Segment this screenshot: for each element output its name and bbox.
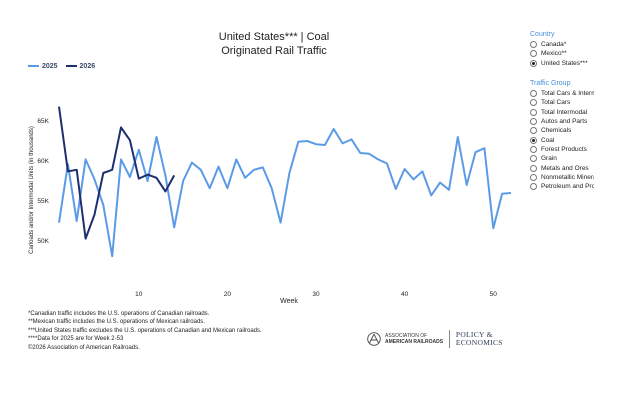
- traffic-group-option-label: Total Cars: [541, 99, 571, 107]
- pe-logo-line1: POLICY &: [455, 330, 493, 339]
- country-radio[interactable]: [530, 50, 537, 58]
- chart-title: United States*** | Coal: [218, 31, 330, 43]
- traffic-group-option-label: Nonmetallic Minerals: [541, 173, 594, 181]
- traffic-group-radio[interactable]: [530, 136, 537, 144]
- traffic-group-radio[interactable]: [530, 90, 537, 98]
- aar-logo: ASSOCIATION OF AMERICAN RAILROADS: [366, 332, 443, 346]
- aar-emblem-icon: [367, 332, 381, 346]
- traffic-group-radio[interactable]: [530, 99, 537, 107]
- traffic-group-radio[interactable]: [530, 108, 537, 116]
- traffic-group-option-label: Petroleum and Products: [541, 183, 594, 191]
- footnote-data-weeks: ****Data for 2025 are for Week 2-53: [28, 336, 124, 343]
- aar-logo-line1: ASSOCIATION OF: [385, 333, 428, 339]
- country-option-label: Mexico**: [541, 50, 567, 58]
- y-tick-label: 55K: [37, 198, 49, 205]
- country-option-label: Canada*: [541, 41, 567, 49]
- traffic-group-option[interactable]: Total Cars: [530, 98, 594, 107]
- traffic-group-option-label: Autos and Parts: [541, 118, 588, 126]
- policy-economics-logo: POLICY & ECONOMICS: [456, 331, 503, 347]
- country-filter-header: Country: [530, 31, 555, 38]
- traffic-group-option-label: Chemicals: [541, 127, 572, 135]
- footnotes: *Canadian traffic includes the U.S. oper…: [28, 310, 262, 352]
- country-radio[interactable]: [530, 41, 537, 49]
- chart-title-block: United States*** | Coal Originated Rail …: [0, 30, 548, 58]
- traffic-group-radio[interactable]: [530, 164, 537, 172]
- series-lines: [58, 106, 512, 258]
- traffic-group-option[interactable]: Metals and Ores: [530, 163, 594, 172]
- legend-swatch-2026: [65, 65, 77, 67]
- country-radio[interactable]: [530, 59, 537, 67]
- country-option-label: United States***: [541, 59, 588, 67]
- logo-divider: [449, 330, 450, 348]
- pe-logo-line2: ECONOMICS: [455, 338, 503, 347]
- traffic-group-option-label: Forest Products: [541, 145, 587, 153]
- series-line-2025[interactable]: [58, 128, 512, 258]
- y-axis-label: Carloads and/or Intermodal Units (in tho…: [29, 126, 35, 254]
- y-axis-ticks: 50K 55K 60K 65K: [37, 118, 49, 245]
- aar-logo-line2: AMERICAN RAILROADS: [385, 339, 444, 345]
- y-tick-label: 60K: [37, 158, 49, 165]
- traffic-group-radio[interactable]: [530, 183, 537, 191]
- traffic-group-option[interactable]: Total Cars & Intermodal: [530, 89, 594, 98]
- traffic-group-option-label: Grain: [541, 155, 557, 163]
- traffic-group-option[interactable]: Petroleum and Products: [530, 182, 594, 191]
- traffic-group-radio[interactable]: [530, 173, 537, 181]
- traffic-group-option[interactable]: Total Intermodal: [530, 108, 594, 117]
- country-filter: Country Canada* Mexico** United States***: [530, 31, 594, 68]
- footnote-mexico: **Mexican traffic includes the U.S. oper…: [28, 319, 205, 326]
- y-tick-label: 65K: [37, 118, 49, 125]
- footnote-canada: *Canadian traffic includes the U.S. oper…: [28, 311, 210, 317]
- legend-label-2025: 2025: [42, 62, 58, 70]
- copyright: ©2026 Association of American Railroads.: [28, 344, 140, 351]
- x-tick-label: 10: [135, 291, 143, 298]
- traffic-group-filter: Traffic Group Total Cars & IntermodalTot…: [530, 80, 594, 191]
- traffic-group-option-label: Total Cars & Intermodal: [541, 90, 594, 98]
- logo-bar: ASSOCIATION OF AMERICAN RAILROADS POLICY…: [366, 330, 503, 348]
- x-axis-ticks: 10 20 30 40 50: [135, 291, 497, 298]
- series-line-2026[interactable]: [58, 106, 176, 240]
- x-axis-label: Week: [280, 298, 298, 305]
- y-tick-label: 50K: [37, 238, 49, 245]
- legend-item-2026[interactable]: 2026: [65, 62, 96, 70]
- traffic-group-option-label: Metals and Ores: [541, 164, 589, 172]
- traffic-group-radio[interactable]: [530, 127, 537, 135]
- x-tick-label: 40: [401, 291, 409, 298]
- traffic-group-radio[interactable]: [530, 145, 537, 153]
- traffic-group-radio[interactable]: [530, 155, 537, 163]
- traffic-group-option-label: Total Intermodal: [541, 108, 588, 116]
- x-tick-label: 20: [224, 291, 232, 298]
- traffic-group-radio[interactable]: [530, 118, 537, 126]
- country-option[interactable]: Mexico**: [530, 49, 594, 58]
- traffic-group-option[interactable]: Forest Products: [530, 145, 594, 154]
- x-tick-label: 50: [490, 291, 498, 298]
- traffic-group-option-label: Coal: [541, 136, 555, 144]
- series-legend: 2025 2026: [28, 62, 101, 70]
- footnote-us: ***United States traffic excludes the U.…: [28, 327, 262, 334]
- traffic-group-option[interactable]: Autos and Parts: [530, 117, 594, 126]
- legend-item-2025[interactable]: 2025: [28, 63, 58, 70]
- legend-swatch-2025: [28, 65, 39, 67]
- traffic-group-filter-header: Traffic Group: [530, 80, 571, 87]
- traffic-group-option[interactable]: Nonmetallic Minerals: [530, 173, 594, 182]
- traffic-group-option[interactable]: Grain: [530, 154, 594, 163]
- x-tick-label: 30: [312, 291, 320, 298]
- country-option[interactable]: Canada*: [530, 40, 594, 49]
- legend-label-2026: 2026: [79, 62, 96, 70]
- chart-subtitle: Originated Rail Traffic: [221, 45, 327, 57]
- traffic-group-option[interactable]: Chemicals: [530, 126, 594, 135]
- country-option[interactable]: United States***: [530, 59, 594, 68]
- traffic-group-option[interactable]: Coal: [530, 135, 594, 144]
